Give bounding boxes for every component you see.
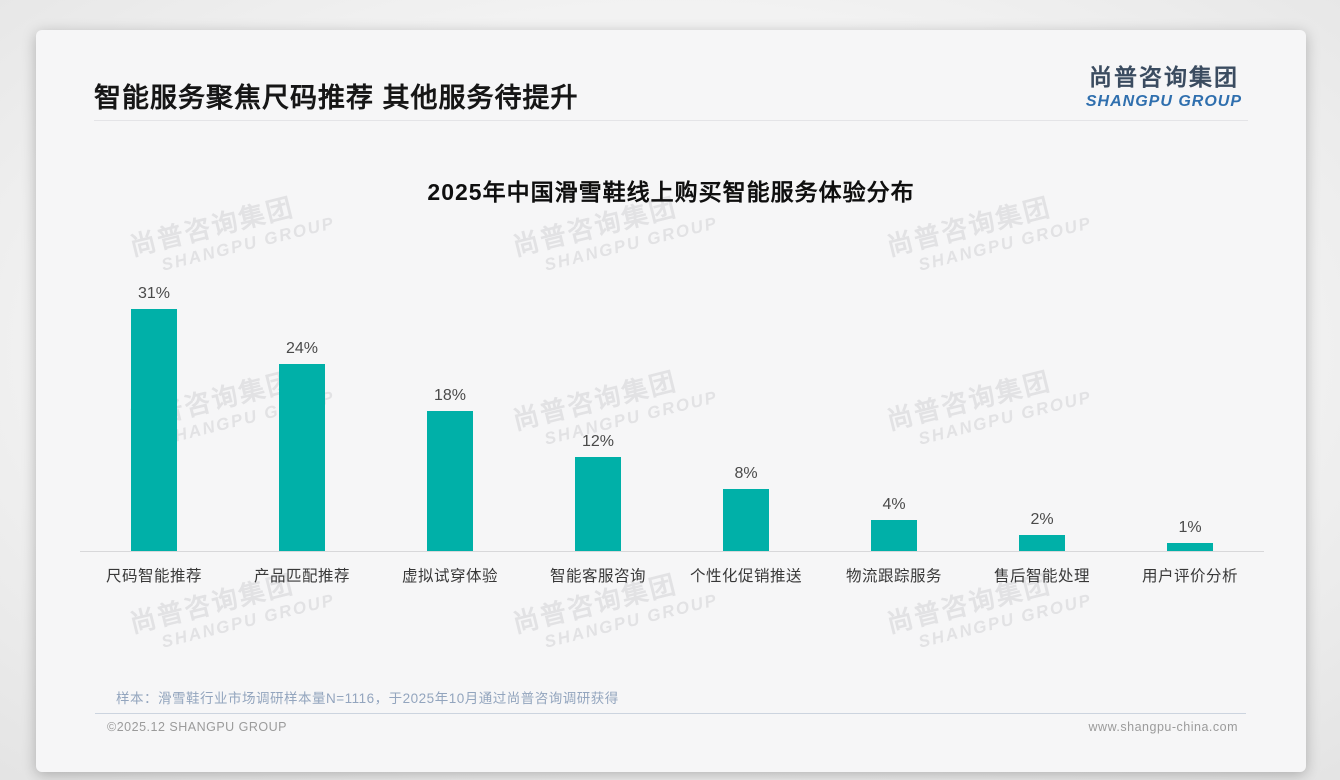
- bar-column: 31%: [80, 285, 228, 551]
- bar-category-label: 个性化促销推送: [689, 568, 802, 585]
- bar-column: 12%: [524, 433, 672, 551]
- bar: [1019, 535, 1065, 551]
- chart-title: 2025年中国滑雪鞋线上购买智能服务体验分布: [427, 179, 915, 205]
- bar-value-label: 31%: [137, 285, 171, 302]
- bar-category-label: 用户评价分析: [1141, 568, 1238, 585]
- logo-english-text: SHANGPU GROUP: [1085, 93, 1242, 110]
- bar-column: 24%: [228, 340, 376, 551]
- sample-note: 样本：滑雪鞋行业市场调研样本量N=1116，于2025年10月通过尚普咨询调研获…: [116, 691, 619, 706]
- bar-value-label: 8%: [734, 465, 758, 482]
- bar: [723, 489, 769, 551]
- bar-column: 2%: [968, 511, 1116, 551]
- categories-row: 尺码智能推荐 产品匹配推荐 虚拟试穿体验 智能客服咨询 个性化促销推送 物流跟踪服务 售后智…: [80, 564, 1264, 586]
- x-axis-line: [80, 551, 1264, 552]
- report-card: 尚普咨询集团 SHANGPU GROUP 尚普咨询集团 SHANGPU GROUP 尚普…: [36, 30, 1306, 772]
- logo-chinese-text: 尚普咨询集团: [1088, 64, 1239, 90]
- footer-website: www.shangpu-china.com: [1088, 720, 1238, 734]
- bar-column: 4%: [820, 496, 968, 551]
- company-logo: 尚普咨询集团 SHANGPU GROUP: [1086, 58, 1242, 111]
- bar-category-label: 尺码智能推荐: [105, 568, 202, 585]
- bar-value-label: 24%: [285, 340, 319, 357]
- bar-value-label: 2%: [1030, 511, 1054, 528]
- footer-divider: [95, 713, 1246, 714]
- bar: [427, 411, 473, 551]
- page-title: 智能服务聚焦尺码推荐 其他服务待提升: [94, 83, 579, 113]
- bars-row: 31% 24% 18% 12% 8% 4% 2% 1%: [80, 271, 1264, 551]
- bar-value-label: 18%: [433, 387, 467, 404]
- bar: [131, 309, 177, 551]
- bar-value-label: 4%: [882, 496, 906, 513]
- bar-category-label: 物流跟踪服务: [845, 568, 942, 585]
- bar-column: 1%: [1116, 519, 1264, 551]
- bar-column: 8%: [672, 465, 820, 551]
- bar-value-label: 1%: [1178, 519, 1202, 536]
- bar-category-label: 售后智能处理: [993, 568, 1090, 585]
- bar-category-label: 智能客服咨询: [549, 568, 646, 585]
- bar: [871, 520, 917, 551]
- bar-column: 18%: [376, 387, 524, 551]
- bar: [1167, 543, 1213, 551]
- bar-category-label: 产品匹配推荐: [253, 568, 350, 585]
- header-divider: [94, 120, 1248, 121]
- bar-category-label: 虚拟试穿体验: [401, 568, 498, 585]
- bar-value-label: 12%: [581, 433, 615, 450]
- bar: [575, 457, 621, 551]
- footer-copyright: ©2025.12 SHANGPU GROUP: [107, 720, 287, 734]
- bar: [279, 364, 325, 551]
